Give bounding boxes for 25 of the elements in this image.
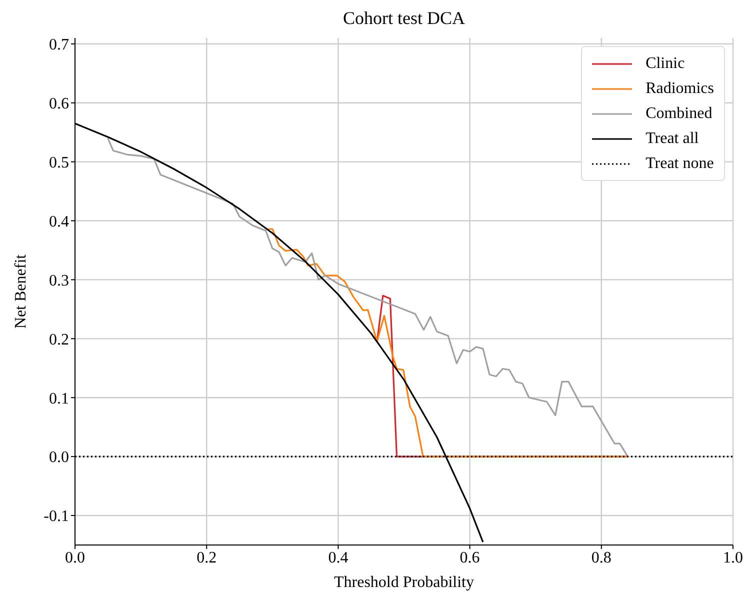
y-axis-title: Net Benefit xyxy=(12,254,30,329)
y-tick-label: 0.0 xyxy=(49,449,69,466)
legend-label: Combined xyxy=(646,104,712,122)
legend-label: Radiomics xyxy=(646,80,714,98)
y-tick-label: 0.5 xyxy=(49,154,69,172)
y-tick-label: 0.4 xyxy=(49,213,69,230)
line-series xyxy=(107,137,629,458)
y-tick-label: -0.1 xyxy=(44,508,69,526)
x-tick-label: 0.6 xyxy=(460,549,480,566)
legend-label: Treat all xyxy=(646,130,699,148)
x-tick-label: 0.0 xyxy=(65,549,85,566)
x-axis-title: Threshold Probability xyxy=(334,574,474,591)
y-tick-label: 0.1 xyxy=(49,390,69,408)
x-tick-label: 0.2 xyxy=(196,549,217,566)
x-tick-label: 0.8 xyxy=(591,549,612,566)
legend-label: Treat none xyxy=(646,154,714,172)
legend-label: Clinic xyxy=(646,54,685,72)
y-tick-label: 0.3 xyxy=(49,272,69,290)
y-tick-label: 0.6 xyxy=(49,96,69,113)
y-tick-label: 0.2 xyxy=(49,331,69,348)
line-series xyxy=(265,228,629,458)
x-tick-label: 1.0 xyxy=(723,549,743,566)
y-tick-label: 0.7 xyxy=(49,36,69,54)
x-tick-label: 0.4 xyxy=(328,549,348,566)
chart-title: Cohort test DCA xyxy=(342,8,466,29)
